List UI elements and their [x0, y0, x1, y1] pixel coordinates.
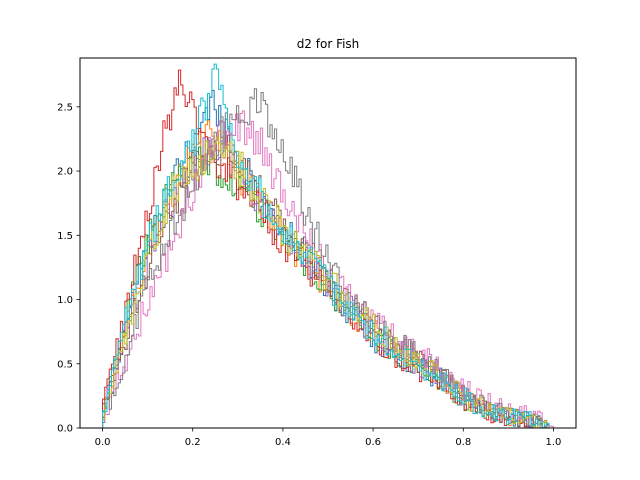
series-line	[102, 137, 549, 428]
x-tick-label: 0.8	[455, 437, 471, 448]
x-tick-label: 1.0	[546, 437, 562, 448]
x-tick-label: 0.4	[275, 437, 291, 448]
y-tick-label: 1.5	[57, 231, 73, 242]
y-tick-label: 2.0	[57, 167, 73, 178]
x-axis: 0.0 0.2 0.4 0.6 0.8 1.0	[95, 428, 562, 448]
series-line	[102, 63, 550, 428]
chart-title: d2 for Fish	[297, 37, 360, 51]
x-tick-label: 0.2	[185, 437, 201, 448]
y-tick-label: 0.5	[57, 359, 73, 370]
plot-area	[102, 63, 554, 428]
x-tick-label: 0.0	[95, 437, 111, 448]
series-line	[102, 134, 549, 428]
x-tick-label: 0.6	[365, 437, 381, 448]
axes-frame	[79, 57, 577, 429]
y-tick-label: 2.5	[57, 102, 73, 113]
y-tick-label: 0.0	[57, 424, 73, 435]
y-tick-label: 1.0	[57, 295, 73, 306]
y-axis: 0.0 0.5 1.0 1.5 2.0 2.5	[57, 102, 80, 435]
